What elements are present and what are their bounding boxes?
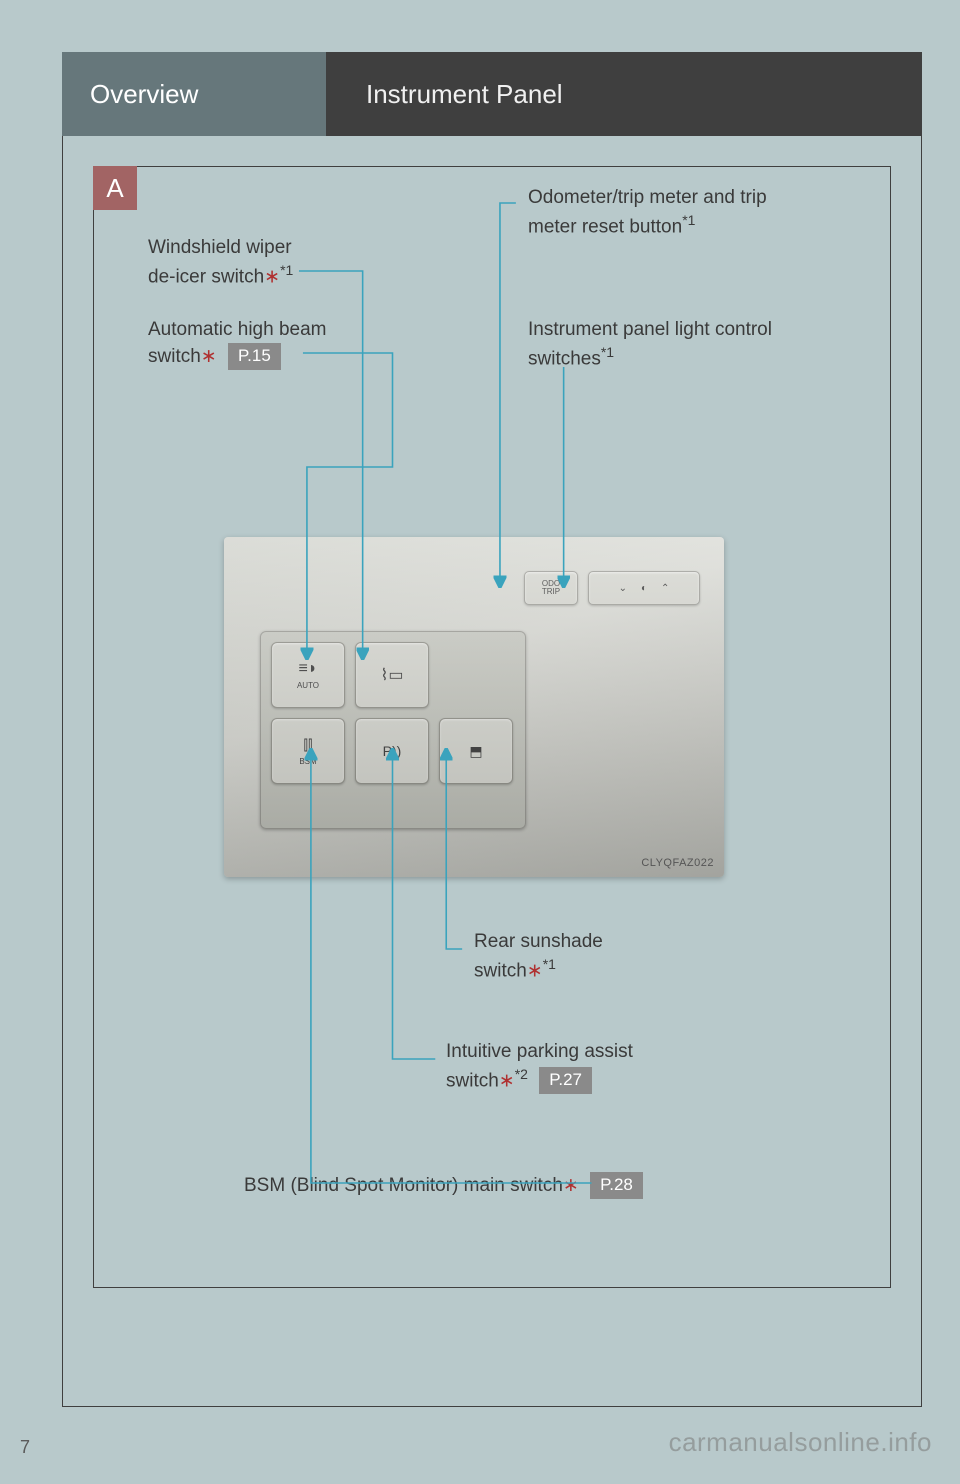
- page-number: 7: [20, 1437, 30, 1458]
- defrost-icon: ⌇▭: [381, 665, 404, 685]
- auto-highbeam-button: ≡◗ AUTO: [271, 642, 345, 708]
- switch-panel: ≡◗ AUTO ⌇▭ ⫿⫿ BSM P)) ⬒: [260, 631, 526, 829]
- label-bsm: BSM (Blind Spot Monitor) main switch∗ P.…: [244, 1172, 804, 1199]
- dimmer-buttons: ⌄ ◐ ⌃: [588, 571, 700, 605]
- label-dimmer-text: Instrument panel light controlswitches: [528, 319, 772, 369]
- label-ipa: Intuitive parking assistswitch∗*2 P.27: [446, 1039, 766, 1094]
- asterisk-icon: ∗: [563, 1175, 579, 1196]
- label-odo-text: Odometer/trip meter and tripmeter reset …: [528, 187, 767, 237]
- section-badge: A: [93, 166, 137, 210]
- deicer-button: ⌇▭: [355, 642, 429, 708]
- asterisk-icon: ∗: [527, 960, 543, 981]
- chevron-up-icon: ⌃: [661, 583, 669, 594]
- superscript: *1: [280, 262, 293, 278]
- asterisk-icon: ∗: [499, 1070, 515, 1091]
- superscript: *1: [543, 956, 556, 972]
- header-right-text: Instrument Panel: [366, 79, 563, 110]
- bsm-icon: ⫿⫿: [304, 737, 313, 754]
- auto-label: AUTO: [297, 681, 319, 690]
- bsm-button: ⫿⫿ BSM: [271, 718, 345, 784]
- odo-trip-button: ODO TRIP: [524, 571, 578, 605]
- page: Overview Instrument Panel A Windshield w…: [62, 52, 922, 1412]
- label-sunshade: Rear sunshadeswitch∗*1: [474, 929, 694, 984]
- asterisk-icon: ∗: [264, 266, 280, 287]
- content-frame: A Windshield wiperde-icer switch∗*1 Auto…: [62, 136, 922, 1407]
- page-ref: P.15: [228, 343, 281, 370]
- dimmer-icon: ◐: [641, 583, 647, 594]
- label-wiper: Windshield wiperde-icer switch∗*1: [148, 235, 368, 290]
- inner-frame: A Windshield wiperde-icer switch∗*1 Auto…: [93, 166, 891, 1288]
- header-tab-title: Instrument Panel: [326, 52, 922, 136]
- sunshade-icon: ⬒: [469, 743, 482, 760]
- top-button-strip: ODO TRIP ⌄ ◐ ⌃: [524, 571, 700, 605]
- asterisk-icon: ∗: [201, 346, 217, 367]
- chevron-down-icon: ⌄: [619, 583, 627, 594]
- superscript: *1: [682, 212, 695, 228]
- label-dimmer: Instrument panel light controlswitches*1: [528, 317, 828, 372]
- bsm-label: BSM: [299, 757, 316, 766]
- label-odo: Odometer/trip meter and tripmeter reset …: [528, 185, 828, 240]
- sunshade-button: ⬒: [439, 718, 513, 784]
- badge-letter: A: [106, 173, 123, 204]
- superscript: *2: [515, 1066, 528, 1082]
- parking-assist-button: P)): [355, 718, 429, 784]
- header: Overview Instrument Panel: [62, 52, 922, 136]
- label-bsm-text: BSM (Blind Spot Monitor) main switch: [244, 1175, 563, 1196]
- superscript: *1: [601, 344, 614, 360]
- parking-icon: P)): [383, 743, 402, 759]
- header-tab-overview: Overview: [62, 52, 326, 136]
- watermark: carmanualsonline.info: [669, 1427, 932, 1458]
- instrument-photo: ODO TRIP ⌄ ◐ ⌃ ≡◗ AUTO ⌇▭: [224, 537, 724, 877]
- headlight-icon: ≡◗: [299, 660, 318, 678]
- page-ref: P.27: [539, 1067, 592, 1094]
- header-left-text: Overview: [90, 79, 198, 110]
- photo-id-tag: CLYQFAZ022: [641, 857, 714, 869]
- odo-trip-label: ODO TRIP: [542, 580, 560, 596]
- page-ref: P.28: [590, 1172, 643, 1199]
- label-highbeam: Automatic high beamswitch∗ P.15: [148, 317, 408, 370]
